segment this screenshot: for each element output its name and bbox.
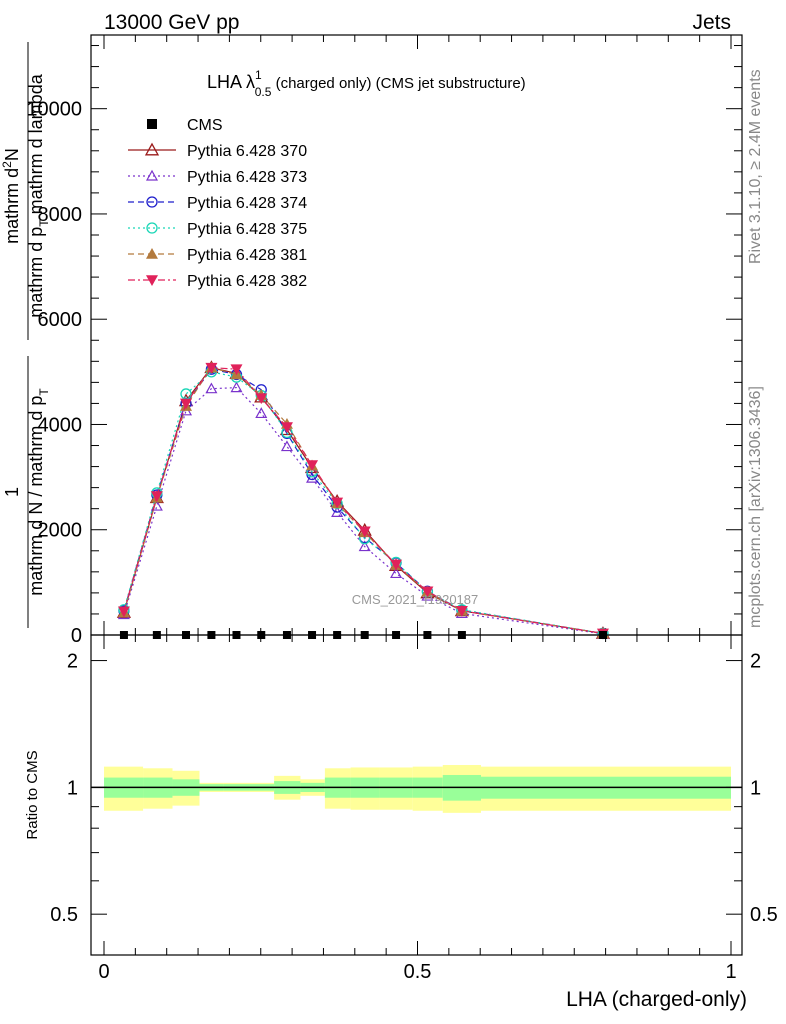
plot-title-sub: 0.5 — [255, 85, 272, 99]
series-point — [255, 407, 268, 419]
ratio-y-tick-label: 1 — [67, 777, 78, 799]
ratio-y-tick-label: 2 — [67, 651, 78, 673]
y-label-denominator-sub: T — [37, 388, 51, 396]
ratio-y-tick-label-right: 0.5 — [750, 904, 778, 926]
ratio-panel: 0 0.5 1 0.5 0.51 12 2 Ratio to CMS — [24, 634, 778, 983]
main-y-ticks: 0 2000 4000 6000 8000 10000 — [26, 45, 742, 647]
y-label-denominator: mathrm d N / mathrm d pT — [26, 388, 51, 596]
ratio-bands — [104, 765, 731, 813]
series-s382 — [117, 362, 609, 640]
series-point — [150, 491, 163, 503]
x-axis-label: LHA (charged-only) — [566, 988, 747, 1011]
ratio-frame — [90, 634, 743, 956]
plot-title: LHA λ1 0.5 (charged only) (CMS jet substr… — [207, 68, 526, 99]
y-label-right-denominator-main: mathrm d p — [26, 227, 46, 318]
legend-marker — [144, 142, 160, 156]
main-y-label: 1 mathrm d N / mathrm d pT mathrm d2N ma… — [0, 42, 51, 628]
legend-item: CMS — [147, 117, 223, 134]
legend-item: Pythia 6.428 382 — [128, 273, 307, 290]
y-tick-label: 0 — [71, 625, 82, 647]
legend-label: Pythia 6.428 374 — [187, 195, 307, 212]
y-label-right-numerator: mathrm d2N — [0, 148, 22, 244]
y-label-denominator-main: mathrm d N / mathrm d p — [26, 396, 46, 596]
series-point — [180, 398, 193, 410]
plot-title-main: LHA λ — [207, 72, 255, 92]
legend-marker — [146, 222, 158, 234]
x-tick-label: 0.5 — [404, 961, 432, 983]
series-point — [358, 526, 371, 538]
y-label-right-numerator-tail: N — [2, 148, 22, 161]
series-point — [390, 559, 403, 571]
legend-label: Pythia 6.428 381 — [187, 247, 307, 264]
ratio-y-ticks: 0.5 0.5 1 1 2 2 — [50, 651, 778, 927]
header-right: Jets — [692, 11, 731, 34]
plot-title-rest: (charged only) (CMS jet substructure) — [271, 75, 525, 92]
legend-marker-cms — [147, 119, 157, 129]
series-point — [230, 364, 243, 376]
y-label-right-numerator-main: mathrm d — [2, 168, 22, 244]
legend-marker — [146, 196, 158, 208]
ratio-x-ticks: 0 0.5 1 — [98, 635, 737, 983]
series-point — [358, 540, 371, 552]
series-point — [421, 586, 434, 598]
series-point — [306, 471, 319, 483]
legend-item: Pythia 6.428 370 — [128, 142, 307, 160]
y-label-numerator: 1 — [2, 487, 22, 497]
y-label-right-numerator-sup: 2 — [0, 161, 14, 168]
legend-marker — [146, 248, 158, 259]
header-left: 13000 GeV pp — [104, 11, 239, 34]
legend: CMS Pythia 6.428 370 Pythia 6.428 373 Pythi… — [128, 117, 307, 290]
legend-marker — [146, 275, 158, 286]
series-point — [205, 362, 218, 374]
main-series-layer — [116, 360, 611, 640]
series-point — [306, 460, 319, 471]
legend-item: Pythia 6.428 373 — [128, 169, 307, 186]
legend-item: Pythia 6.428 381 — [128, 247, 307, 264]
mcplots-label: mcplots.cern.ch [arXiv:1306.3436] — [747, 386, 764, 628]
watermark: CMS_2021_I1920187 — [352, 592, 479, 607]
legend-label: Pythia 6.428 382 — [187, 273, 307, 290]
main-panel: 0 2000 4000 6000 8000 10000 CMS_2021_I1920187… — [0, 34, 743, 647]
series-point — [255, 393, 268, 405]
series-point — [390, 567, 403, 579]
series-point — [455, 605, 468, 617]
legend-marker — [145, 169, 159, 181]
legend-label: Pythia 6.428 373 — [187, 169, 307, 186]
legend-item: Pythia 6.428 375 — [128, 221, 307, 238]
series-point — [117, 606, 130, 618]
x-tick-label: 0 — [98, 961, 109, 983]
series-point — [280, 422, 293, 434]
y-label-right-denominator-sub: T — [37, 219, 51, 227]
y-tick-label: 6000 — [38, 309, 83, 331]
plot-title-sup: 1 — [255, 68, 262, 82]
ratio-y-label: Ratio to CMS — [24, 750, 41, 839]
y-tick-label: 4000 — [38, 414, 83, 436]
y-tick-label: 2000 — [38, 520, 83, 542]
ratio-y-tick-label-right: 2 — [750, 651, 761, 673]
y-label-right-denominator-tail: mathrm d lambda — [26, 73, 46, 219]
series-point — [230, 381, 243, 393]
y-tick-label: 10000 — [26, 99, 82, 121]
legend-label: Pythia 6.428 375 — [187, 221, 307, 238]
legend-label: CMS — [187, 117, 223, 134]
series-point — [205, 382, 218, 394]
ratio-y-tick-label-right: 1 — [750, 777, 761, 799]
y-label-right-denominator: mathrm d pT mathrm d lambda — [26, 73, 51, 317]
ratio-y-tick-label: 0.5 — [50, 904, 78, 926]
series-point — [280, 440, 293, 452]
y-tick-label: 8000 — [38, 204, 83, 226]
legend-label: Pythia 6.428 370 — [187, 143, 307, 160]
rivet-version-label: Rivet 3.1.10, ≥ 2.4M events — [747, 69, 764, 264]
legend-item: Pythia 6.428 374 — [128, 195, 307, 212]
series-point — [331, 497, 344, 509]
x-tick-label: 1 — [725, 961, 736, 983]
main-x-ticks — [103, 35, 732, 635]
